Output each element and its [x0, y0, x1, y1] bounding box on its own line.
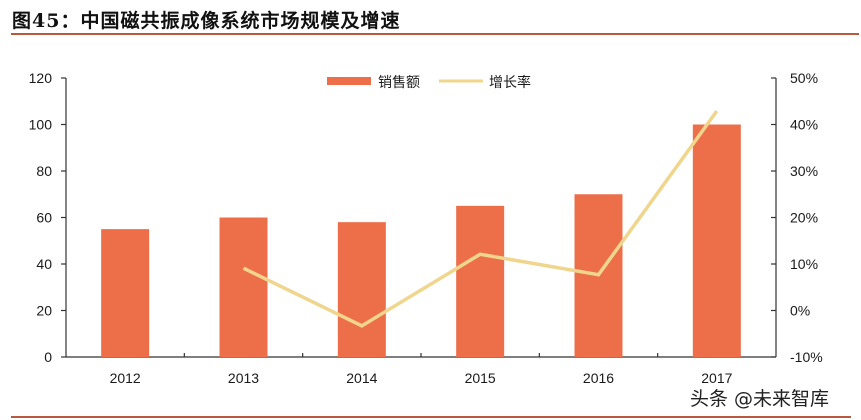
left-tick-label: 40 — [36, 256, 52, 272]
right-tick-label: 0% — [790, 303, 810, 319]
chart-title: 图45：中国磁共振成像系统市场规模及增速 — [12, 10, 401, 32]
right-tick-label: -10% — [790, 349, 823, 365]
legend: 销售额 增长率 — [327, 74, 531, 91]
growth-line — [242, 109, 719, 328]
bar — [692, 124, 741, 357]
left-tick-label: 20 — [36, 303, 52, 319]
legend-swatch-sales — [327, 77, 371, 85]
right-tick-label: 50% — [790, 70, 818, 86]
bar — [456, 205, 505, 357]
bar-series-sales — [101, 124, 741, 357]
left-tick-label: 0 — [44, 349, 52, 365]
left-tick-label: 120 — [29, 70, 53, 86]
legend-label-growth: 增长率 — [489, 74, 531, 91]
right-tick-label: 30% — [790, 163, 818, 179]
right-tick-label: 20% — [790, 210, 818, 226]
legend-label-sales: 销售额 — [378, 75, 420, 91]
bar — [101, 229, 150, 357]
x-tick-label: 2015 — [465, 370, 496, 386]
axes: 0 20 40 60 80 100 120 -10% 0% 10% 20% 30% 40% 50% 2012… — [29, 70, 823, 386]
right-tick-label: 10% — [790, 256, 818, 272]
bar — [337, 222, 386, 357]
x-tick-label: 2012 — [110, 370, 141, 386]
bottom-divider — [11, 416, 851, 418]
left-tick-label: 100 — [29, 117, 53, 133]
x-tick-label: 2014 — [346, 370, 377, 386]
x-tick-label: 2017 — [701, 370, 732, 386]
x-tick-label: 2016 — [583, 370, 614, 386]
right-tick-label: 40% — [790, 117, 818, 133]
bar — [219, 217, 268, 357]
line-series-growth — [242, 109, 719, 328]
left-tick-label: 80 — [36, 163, 52, 179]
title-divider — [11, 33, 859, 35]
left-tick-label: 60 — [36, 210, 52, 226]
x-tick-label: 2013 — [228, 370, 259, 386]
watermark: 头条 @未来智库 — [690, 388, 830, 410]
